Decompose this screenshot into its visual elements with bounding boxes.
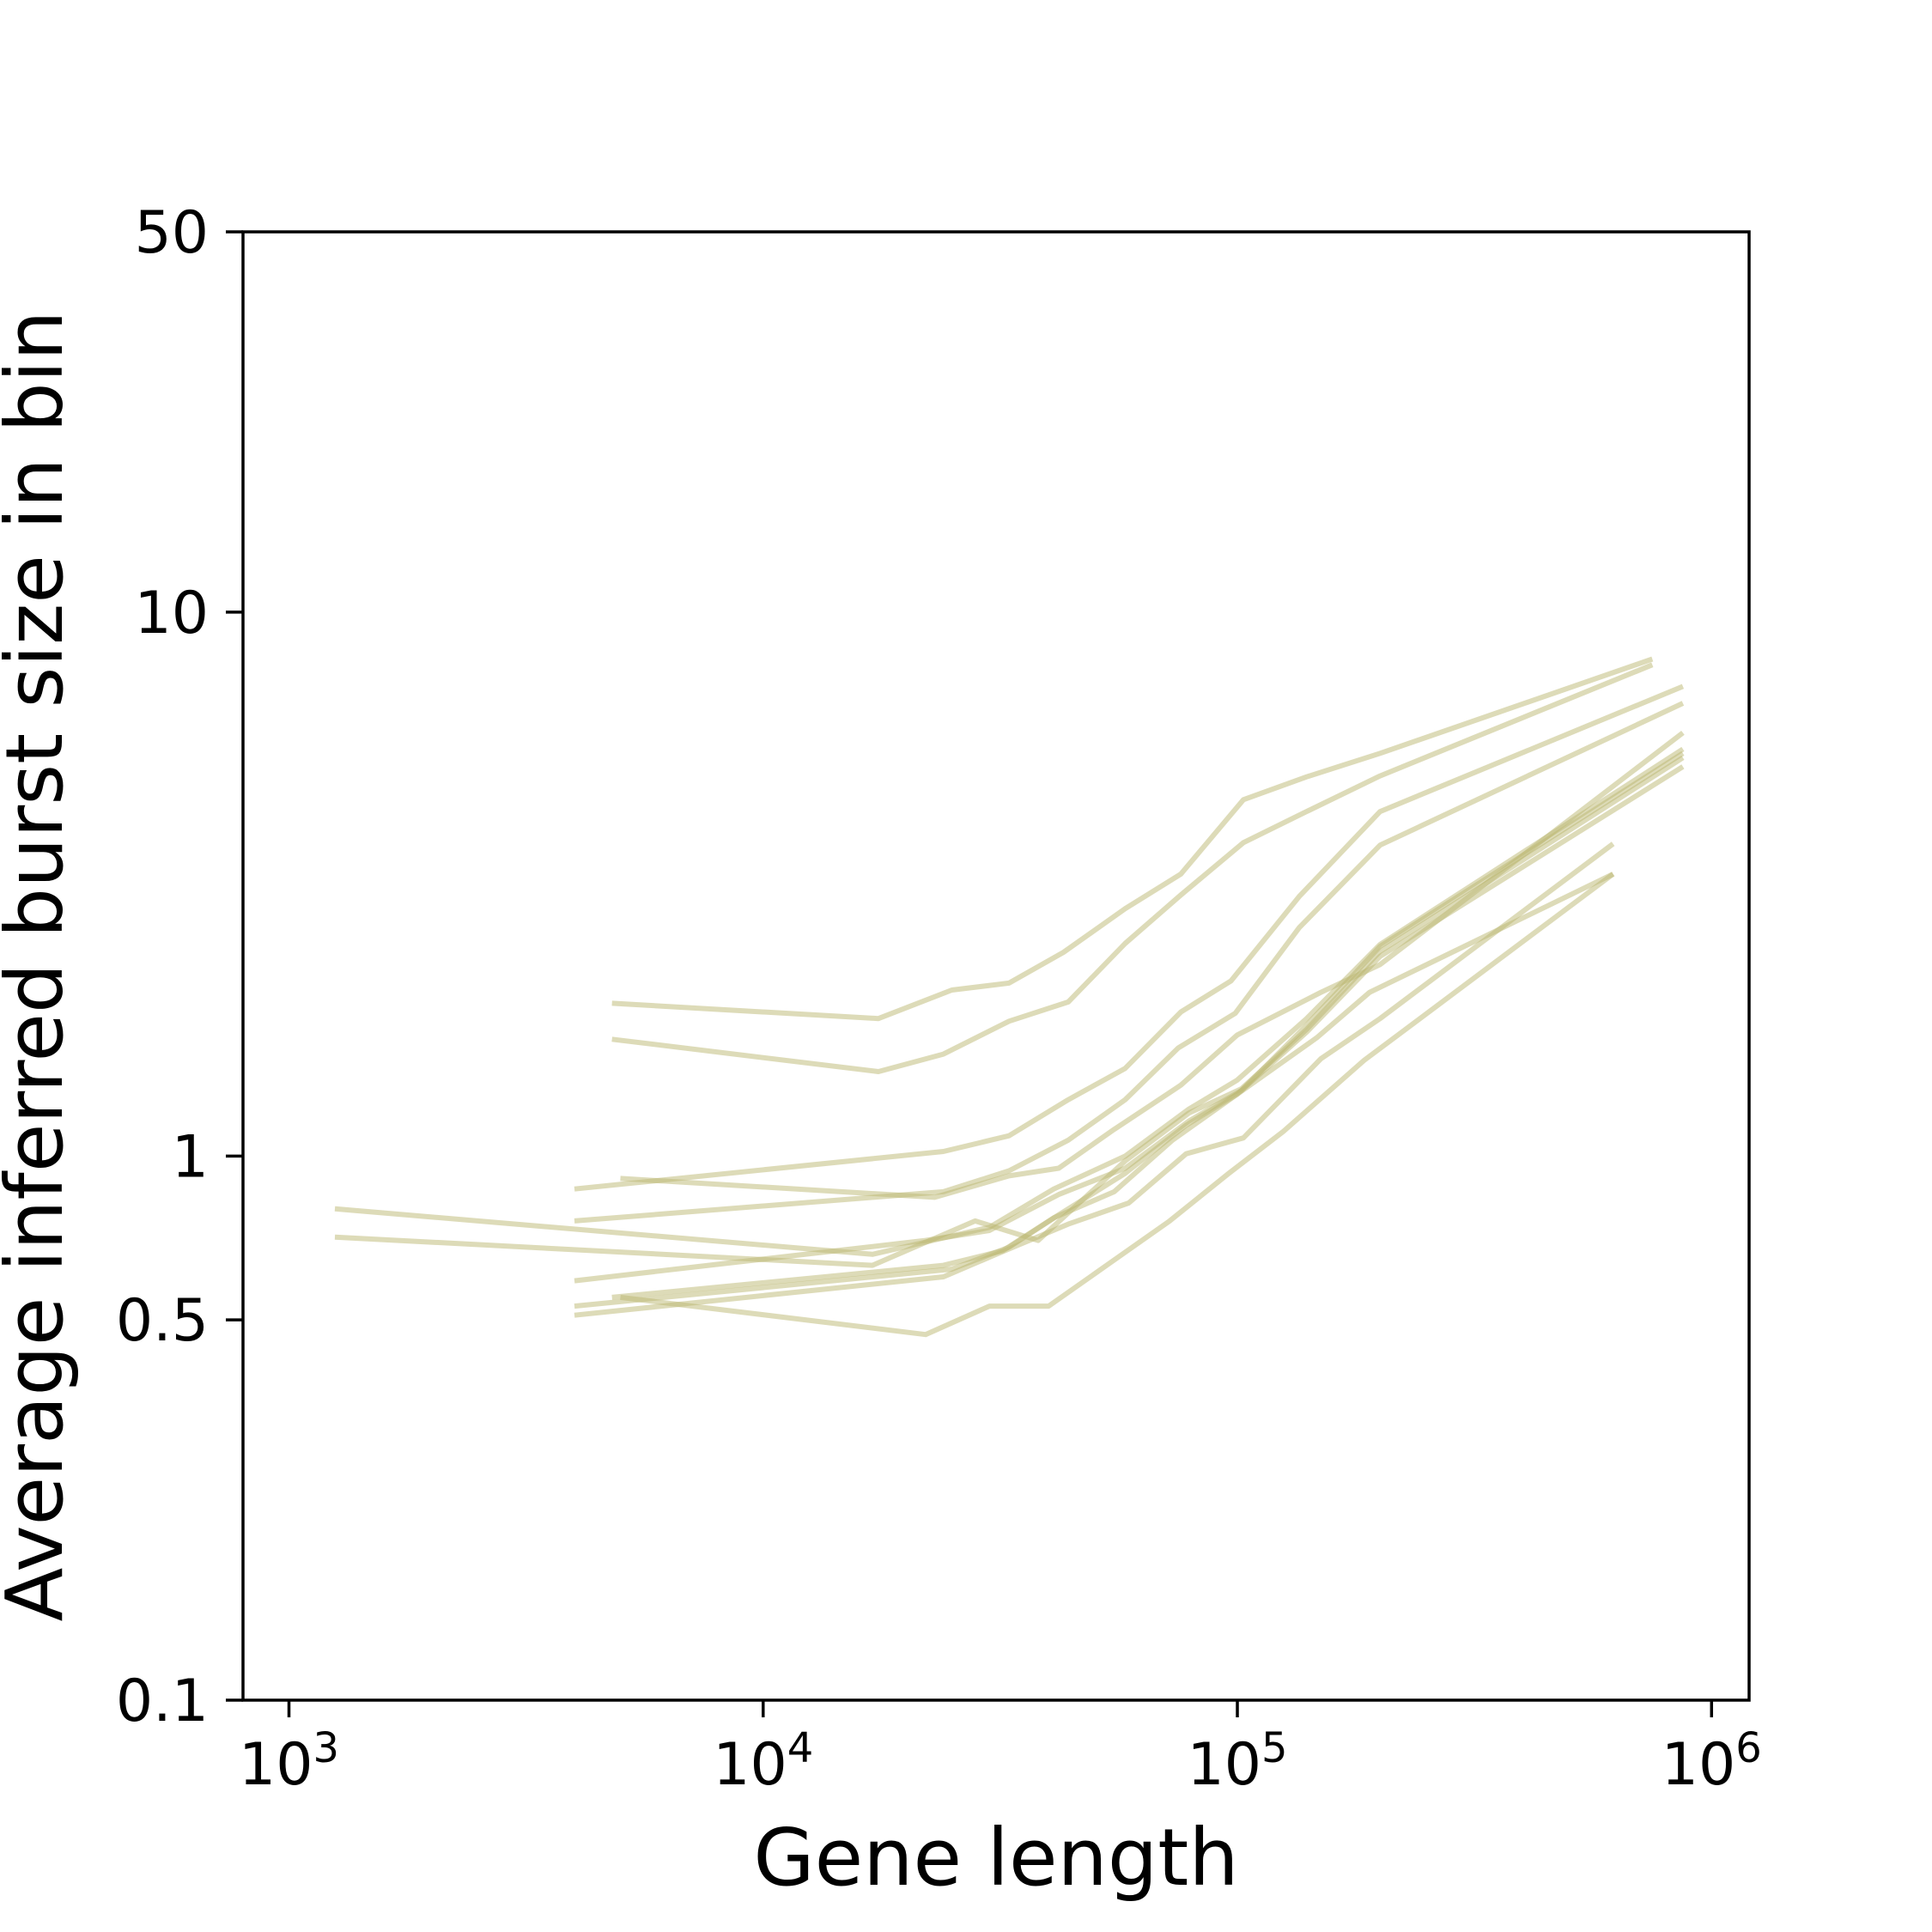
y-tick-label-1: 0.1 — [116, 1668, 209, 1735]
series-line-7 — [334, 755, 1685, 1268]
series-line-12 — [611, 872, 1614, 1300]
series-line-3 — [574, 683, 1685, 1192]
x-tick-label-2: 104 — [713, 1724, 813, 1799]
x-axis-ticks: 103 104 105 106 — [239, 1700, 1762, 1799]
plot-frame — [241, 230, 1751, 1702]
series-layer — [334, 656, 1685, 1338]
series-line-9 — [574, 764, 1685, 1309]
x-tick-label-4: 106 — [1662, 1724, 1762, 1799]
x-axis-label: Gene length — [753, 1812, 1238, 1904]
y-axis-ticks: 0.1 0.5 1 10 50 — [116, 199, 243, 1735]
x-tick-label-1: 103 — [239, 1724, 339, 1799]
y-tick-label-4: 10 — [134, 580, 209, 647]
series-line-2 — [611, 662, 1654, 1074]
series-line-8 — [574, 750, 1685, 1284]
y-tick-label-5: 50 — [134, 199, 209, 267]
y-tick-label-2: 0.5 — [116, 1287, 209, 1355]
series-line-10 — [574, 841, 1615, 1318]
series-line-11 — [620, 872, 1615, 1338]
series-line-1 — [611, 656, 1654, 1022]
y-axis-label: Average inferred burst size in bin — [0, 311, 81, 1622]
x-tick-label-3: 105 — [1187, 1724, 1287, 1799]
series-line-4 — [574, 701, 1685, 1224]
y-tick-label-3: 1 — [172, 1123, 209, 1191]
series-line-5 — [620, 731, 1685, 1200]
